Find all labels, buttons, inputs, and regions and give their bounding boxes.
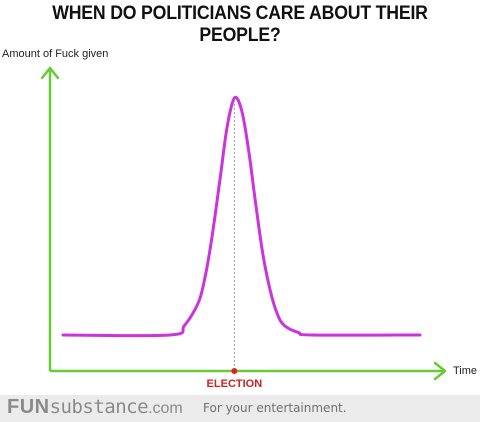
election-marker-dot xyxy=(231,368,238,374)
y-axis-arrow-icon xyxy=(40,66,60,80)
x-axis-arrow-icon xyxy=(433,361,447,381)
logo-fun: FUN xyxy=(7,396,50,418)
x-axis-label: Time xyxy=(453,365,477,377)
election-label: ELECTION xyxy=(207,378,263,390)
logo-substance: substance xyxy=(49,396,149,418)
logo-tld: .com xyxy=(148,400,183,417)
tagline: For your entertainment. xyxy=(203,401,347,415)
y-axis-label: Amount of Fuck given xyxy=(2,48,108,60)
chart-area: Amount of Fuck given Time ELECTION xyxy=(2,48,477,390)
series-line xyxy=(61,95,422,338)
chart-title: WHEN DO POLITICIANS CARE ABOUT THEIR PEO… xyxy=(52,3,428,46)
footer-bar: FUNsubstance.com For your entertainment. xyxy=(0,395,480,422)
site-logo[interactable]: FUNsubstance.com xyxy=(7,396,183,419)
